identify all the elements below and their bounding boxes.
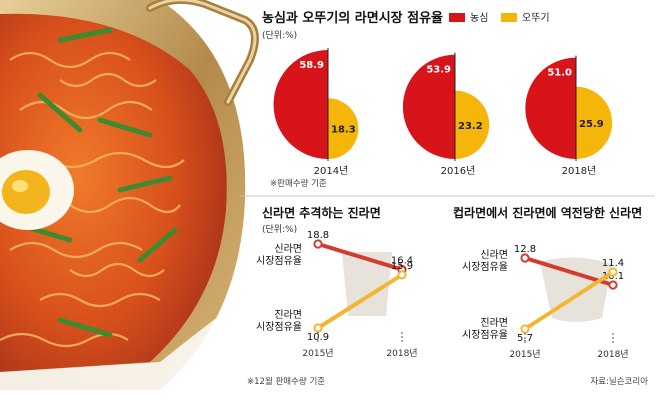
right-label-b-line2: 시장점유율 bbox=[462, 329, 508, 341]
year-label: 2018년 bbox=[562, 165, 597, 177]
data-label: 12.8 bbox=[514, 244, 536, 255]
legend-label-nongshim: 농심 bbox=[470, 12, 488, 24]
value-label-ottogi: 23.2 bbox=[458, 121, 483, 132]
data-point bbox=[608, 267, 618, 277]
legend-swatch-ottogi bbox=[501, 13, 517, 22]
left-label-a-line1: 신라면 bbox=[274, 243, 302, 255]
data-point bbox=[608, 280, 618, 290]
value-label-ottogi: 18.3 bbox=[331, 125, 356, 136]
series-line bbox=[316, 272, 404, 330]
half-disc-nongshim bbox=[273, 50, 328, 159]
half-disc-ottogi bbox=[328, 98, 359, 159]
x-tick-label: 2018년 bbox=[597, 349, 628, 360]
x-tick-label: 2018년 bbox=[386, 348, 417, 359]
series-line bbox=[523, 270, 615, 331]
data-point bbox=[313, 323, 323, 333]
value-label-nongshim: 58.9 bbox=[299, 60, 324, 71]
right-label-b-line1: 진라면 bbox=[480, 317, 508, 329]
right-label-a-line1: 신라면 bbox=[480, 249, 508, 261]
top-unit: (단위:%) bbox=[262, 30, 297, 41]
cup-illustration bbox=[342, 252, 392, 316]
value-label-nongshim: 53.9 bbox=[426, 65, 451, 76]
series-line bbox=[316, 242, 404, 272]
value-label-ottogi: 25.9 bbox=[579, 119, 604, 130]
pie-charts: 58.9 18.3 2014년 53.9 23.2 2016년 51.0 25.9 2018년 bbox=[273, 48, 613, 177]
data-point bbox=[520, 324, 530, 334]
top-legend: 농심 오뚜기 bbox=[449, 12, 550, 24]
top-title: 농심과 오뚜기의 라면시장 점유율 bbox=[262, 10, 443, 26]
left-note: ※12월 판매수량 기준 bbox=[247, 376, 325, 387]
right-label-a-line2: 시장점유율 bbox=[462, 261, 508, 273]
year-label: 2016년 bbox=[441, 165, 476, 177]
data-label: 15.9 bbox=[391, 261, 413, 272]
top-note: ※판매수량 기준 bbox=[270, 178, 327, 189]
value-label-nongshim: 51.0 bbox=[547, 68, 572, 79]
half-disc-nongshim bbox=[525, 57, 576, 160]
data-label: 11.4 bbox=[602, 258, 624, 269]
left-unit: (단위:%) bbox=[262, 224, 297, 235]
source: 자료:닐슨코리아 bbox=[590, 376, 648, 387]
x-tick-label: 2015년 bbox=[302, 348, 333, 359]
data-point bbox=[520, 253, 530, 263]
data-point bbox=[397, 270, 407, 280]
legend-label-ottogi: 오뚜기 bbox=[522, 12, 550, 24]
legend-swatch-nongshim bbox=[449, 13, 465, 22]
data-point bbox=[313, 239, 323, 249]
half-disc-ottogi bbox=[455, 90, 490, 159]
left-label-b-line2: 시장점유율 bbox=[256, 321, 302, 333]
half-disc-ottogi bbox=[576, 86, 613, 159]
right-title: 컵라면에서 진라면에 역전당한 신라면 bbox=[453, 205, 642, 220]
left-label-b-line1: 진라면 bbox=[274, 309, 302, 321]
half-disc-nongshim bbox=[402, 54, 455, 159]
year-label: 2014년 bbox=[314, 165, 349, 177]
data-label: 18.8 bbox=[307, 230, 329, 241]
x-tick-label: 2015년 bbox=[509, 349, 540, 360]
left-label-a-line2: 시장점유율 bbox=[256, 255, 302, 267]
left-title: 신라면 추격하는 진라면 bbox=[262, 205, 381, 220]
data-label: 16.4 bbox=[391, 256, 413, 267]
